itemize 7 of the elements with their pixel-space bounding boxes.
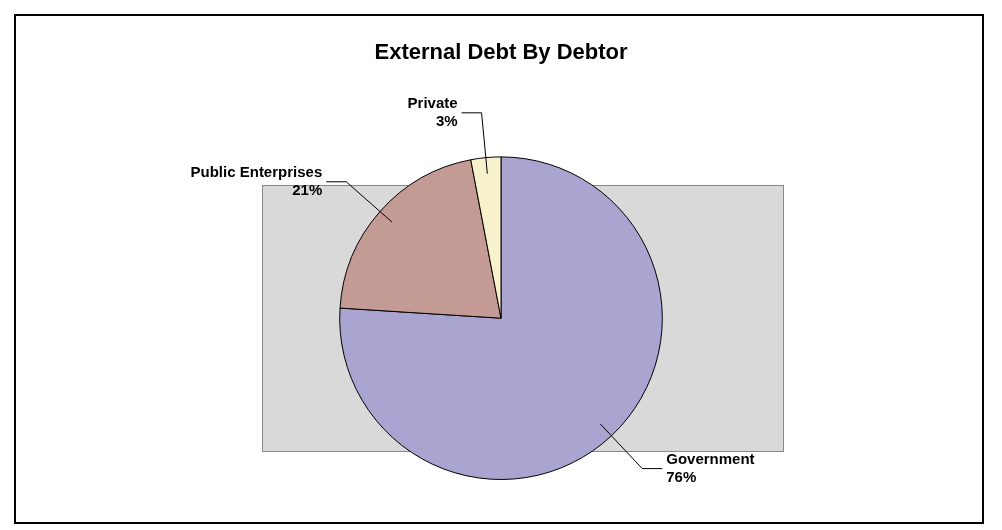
chart-title: External Debt By Debtor — [374, 39, 628, 65]
slice-label: Government — [666, 449, 755, 467]
data-label: 21% — [292, 180, 323, 198]
data-label: 76% — [666, 467, 697, 485]
slice-label: Private — [407, 93, 458, 111]
data-label: 3% — [435, 111, 458, 129]
slice-label: Public Enterprises — [190, 162, 323, 180]
